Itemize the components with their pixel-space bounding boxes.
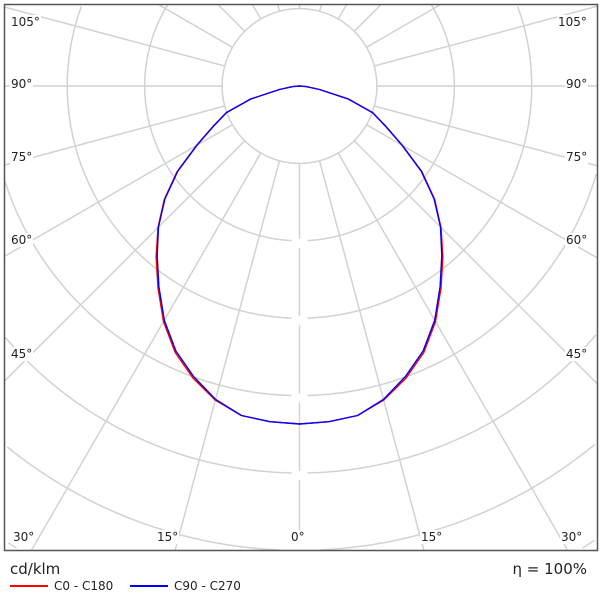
angle-label-zero: 0° [290,530,306,544]
grid-spoke [4,6,225,67]
angle-label-left: 30° [12,530,36,544]
angle-label-left: 90° [10,77,34,91]
grid-gap [291,238,308,248]
legend-item-c90-c270: C90 - C270 [130,579,241,593]
unit-label: cd/klm [10,560,61,578]
grid-gap [291,541,308,550]
angle-label-left: 105° [10,15,41,29]
grid-circle [66,6,533,319]
grid-spoke [4,105,225,166]
grid-circle [221,7,378,165]
legend-label: C0 - C180 [54,579,114,593]
grid-circle [4,173,598,397]
grid-spoke [353,140,598,385]
grid-spoke [174,160,281,551]
grid-spoke [252,4,262,20]
grid-gap [291,471,308,480]
grid-spoke [337,4,347,20]
grid-circle [143,4,456,242]
grid-spoke [217,4,246,32]
grid-spoke [366,124,598,259]
legend-swatch-blue [130,585,168,587]
angle-label-right: 90° [565,77,589,91]
legend-item-c0-c180: C0 - C180 [10,579,113,593]
angle-label-left: 75° [10,150,34,164]
plot-frame [3,3,599,552]
angle-label-right: 30° [560,530,584,544]
angle-label-right: 60° [565,233,589,247]
grid-spoke [337,152,569,551]
angle-label-left: 60° [10,233,34,247]
grid-spoke [158,4,233,48]
grid-circle [7,539,595,549]
legend-swatch-red [10,585,48,587]
angle-label-left: 45° [10,347,34,361]
grid-spoke [318,4,322,12]
grid-spoke [277,4,281,12]
angle-label-left: 15° [156,530,180,544]
grid-spoke [366,4,441,48]
grid-gap [291,393,308,403]
grid-spoke [30,152,262,551]
angle-label-right: 15° [420,530,444,544]
efficiency-label: η = 100% [512,560,588,578]
curve-c90-c270 [156,85,443,425]
angle-label-right: 75° [565,150,589,164]
curves [155,85,444,425]
grid-spoke [374,105,598,167]
angle-label-right: 105° [557,15,588,29]
grid-circle [4,334,597,474]
angle-label-right: 45° [565,347,589,361]
polar-grid [4,4,598,551]
grid-spoke [4,140,246,382]
grid-spoke [318,160,425,551]
grid-spoke [4,124,233,257]
grid-gap [291,316,308,326]
grid-circle [6,443,596,551]
legend-label: C90 - C270 [174,579,241,593]
grid-spoke [353,4,382,32]
